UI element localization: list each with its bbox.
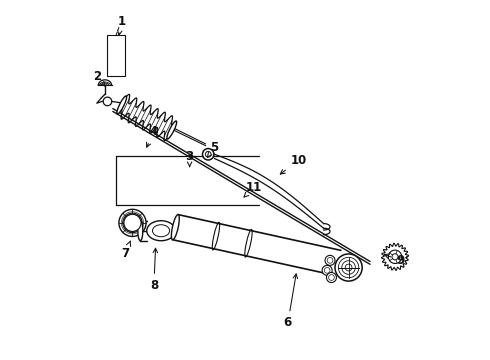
Text: 8: 8 [150,248,158,292]
Polygon shape [382,243,409,270]
Ellipse shape [172,215,179,240]
Circle shape [124,214,141,231]
Circle shape [119,209,146,237]
Circle shape [392,254,398,260]
Text: 1: 1 [118,14,126,35]
Polygon shape [118,94,175,141]
Bar [107,35,124,76]
Circle shape [325,255,335,265]
Circle shape [335,254,362,281]
Circle shape [326,273,337,283]
Text: 11: 11 [244,181,262,197]
Circle shape [322,265,332,275]
Text: 6: 6 [284,274,297,329]
Polygon shape [172,215,341,275]
Ellipse shape [147,221,175,241]
Text: 9: 9 [385,254,405,267]
Text: 5: 5 [207,141,219,157]
Circle shape [103,97,112,106]
Ellipse shape [138,221,143,241]
Text: 3: 3 [186,150,194,167]
Text: 2: 2 [93,70,105,86]
Text: 7: 7 [121,241,130,260]
Circle shape [202,149,214,160]
Text: 4: 4 [147,125,158,147]
Ellipse shape [167,121,176,139]
Ellipse shape [117,96,126,114]
Text: 10: 10 [280,154,307,174]
